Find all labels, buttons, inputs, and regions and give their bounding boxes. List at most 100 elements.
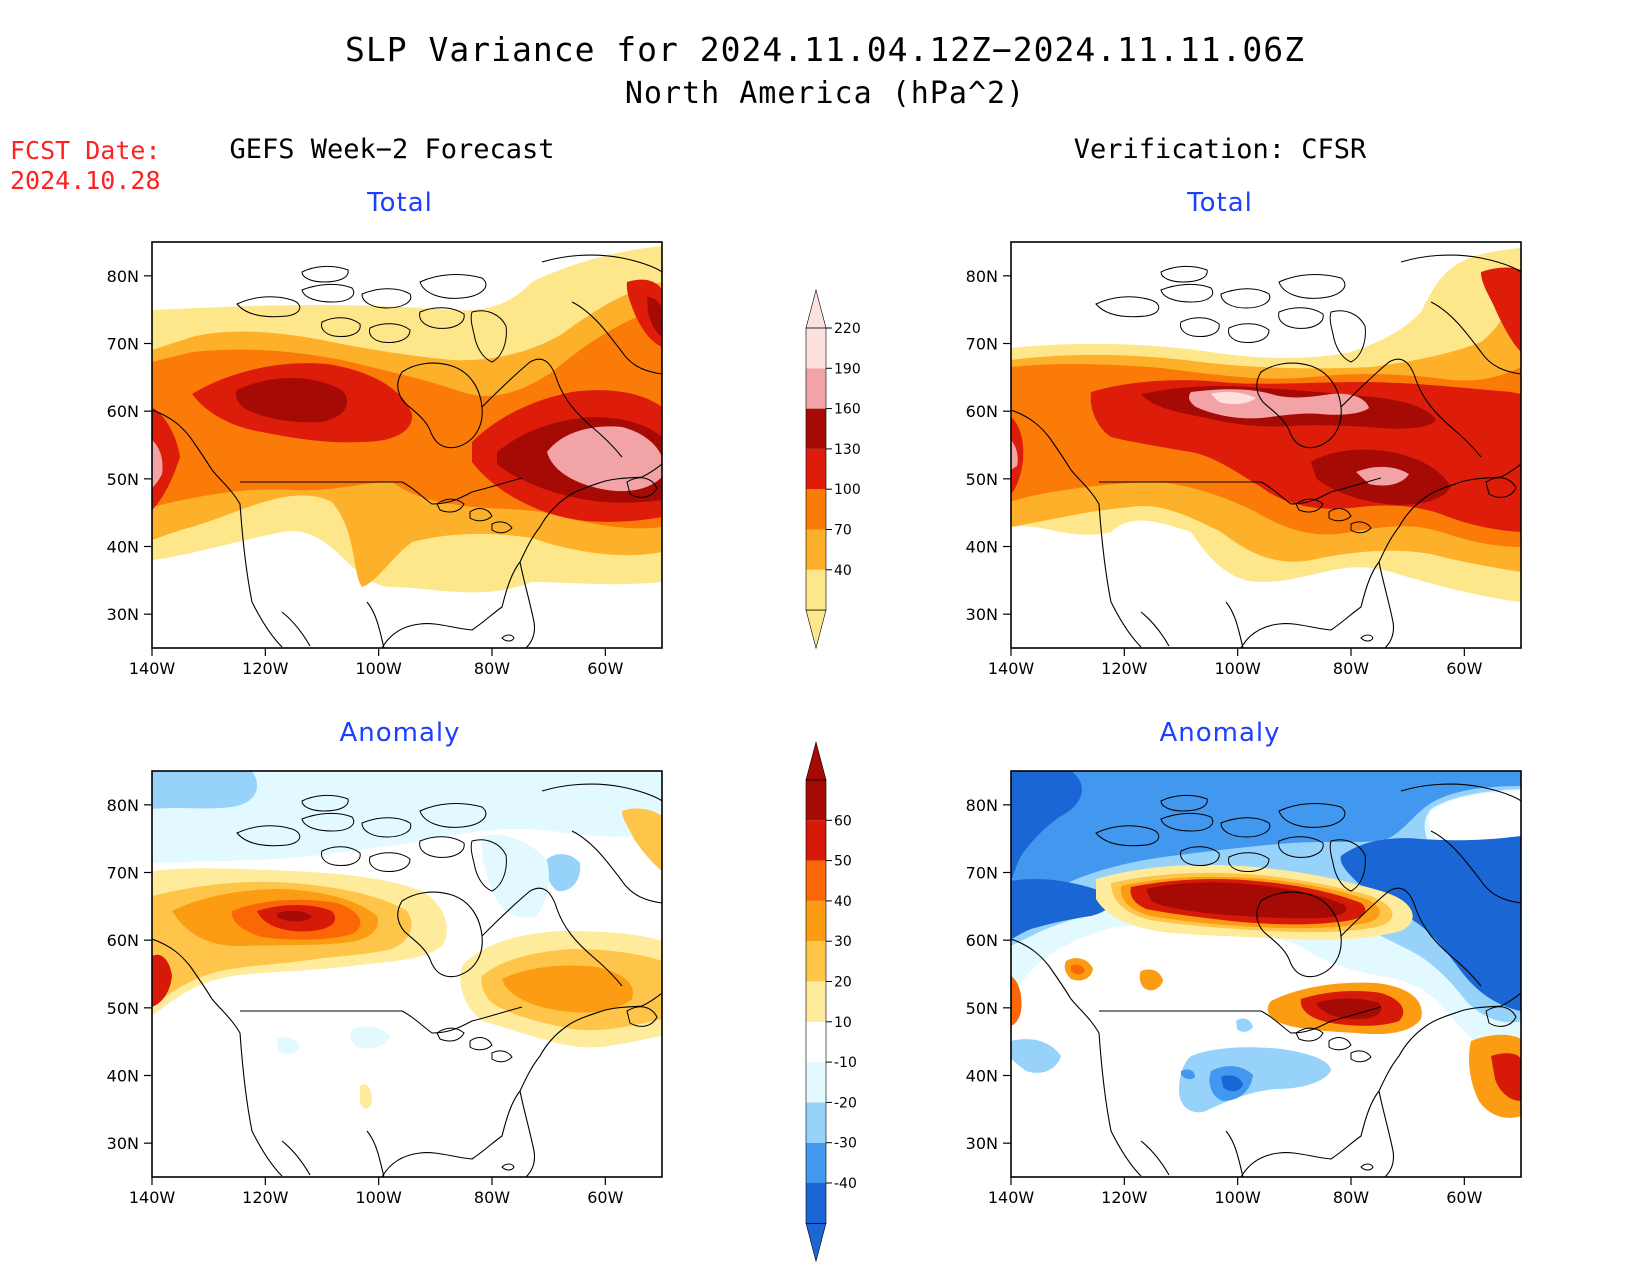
colorbar-segment — [806, 981, 826, 1022]
lon-tick-label: 80W — [1333, 659, 1369, 678]
lon-tick-label: 60W — [1446, 1188, 1482, 1207]
lat-tick-label: 60N — [966, 402, 998, 421]
colorbar-segment — [806, 448, 826, 490]
anomaly-contour-p40-pacific — [1011, 976, 1022, 1026]
colorbar-frame — [805, 779, 827, 1224]
colorbar-label: 20 — [834, 975, 852, 991]
lat-tick-label: 50N — [966, 999, 998, 1018]
panel-forecast-total: 80N 70N 60N 50N 40N 30N 140W 120W 100W 80W 60W — [107, 241, 663, 678]
colorbar-segment — [806, 1021, 826, 1063]
lat-tick-label: 70N — [966, 335, 998, 354]
lat-tick-label: 50N — [966, 470, 998, 489]
lon-tick-label: 80W — [474, 1188, 510, 1207]
colorbar-segment — [806, 529, 826, 570]
anomaly-contour-p60-lakes — [1316, 998, 1382, 1019]
colorbar-arrow-top — [805, 740, 827, 781]
colorbar-label: -10 — [834, 1055, 857, 1071]
anomaly-contour-neg40-south — [1221, 1075, 1243, 1092]
total-contour-160-west — [235, 378, 348, 423]
lat-tick-label: 40N — [107, 1067, 139, 1086]
lon-tick-label: 120W — [242, 659, 289, 678]
lat-tick-label: 40N — [107, 538, 139, 557]
colorbar-arrow-top — [805, 288, 827, 329]
colorbar-label: 100 — [834, 482, 861, 498]
verification-anomaly-axes: 80N 70N 60N 50N 40N 30N 140W 120W 100W 80W 60W — [966, 796, 1483, 1207]
forecast-total-field — [152, 242, 662, 648]
panel-title-anomaly-forecast: Anomaly — [339, 718, 461, 748]
colorbar-segment — [806, 900, 826, 942]
colorbar-label: -30 — [834, 1136, 857, 1152]
total-contour-130-greenland — [626, 279, 662, 347]
colorbar-label: -20 — [834, 1095, 857, 1111]
colorbar-arrow-bottom — [805, 609, 827, 650]
lon-tick-label: 60W — [587, 659, 623, 678]
anomaly-contour-p50-atlantic — [1491, 1053, 1521, 1101]
colorbar-segment — [806, 780, 826, 821]
lon-tick-label: 100W — [1214, 659, 1261, 678]
forecast-anomaly-field — [152, 771, 662, 1177]
lat-tick-label: 80N — [966, 267, 998, 286]
panel-forecast-anomaly: 80N 70N 60N 50N 40N 30N 140W 120W 100W 80W 60W — [107, 770, 663, 1207]
verification-anomaly-frame — [1010, 770, 1522, 1178]
colorbar-total: 40 70 100 130 160 190 220 — [805, 288, 861, 650]
lon-tick-label: 60W — [1446, 659, 1482, 678]
lon-tick-label: 80W — [474, 659, 510, 678]
colorbar-label: 70 — [834, 523, 852, 539]
lon-tick-label: 80W — [1333, 1188, 1369, 1207]
lon-tick-label: 140W — [129, 1188, 176, 1207]
column-title-verification: Verification: CFSR — [1073, 134, 1367, 165]
figure-title: SLP Variance for 2024.11.04.12Z−2024.11.… — [345, 30, 1305, 69]
anomaly-contour-neg20-west — [152, 771, 257, 809]
panel-title-anomaly-verification: Anomaly — [1159, 718, 1281, 748]
verification-total-frame — [1010, 241, 1522, 649]
lat-tick-label: 80N — [966, 796, 998, 815]
lat-tick-label: 70N — [107, 864, 139, 883]
colorbar-segment — [806, 820, 826, 861]
colorbar-segment — [806, 489, 826, 530]
colorbar-segment — [806, 1183, 826, 1224]
anomaly-contour-neg10-small — [277, 1037, 300, 1054]
total-contour-160-greenland — [647, 297, 662, 337]
anomaly-contour-p60-central — [1146, 882, 1347, 919]
verification-anomaly-field — [1011, 771, 1521, 1177]
panel-title-total-forecast: Total — [367, 188, 433, 218]
colorbar-segment — [806, 1102, 826, 1143]
colorbar-segment — [806, 368, 826, 409]
colorbar-frame — [805, 327, 827, 611]
total-contour-190-pacific — [1011, 440, 1018, 470]
total-contour-190-east — [547, 426, 662, 492]
colorbar-segment — [806, 941, 826, 982]
lat-tick-label: 70N — [107, 335, 139, 354]
panel-title-total-verification: Total — [1187, 188, 1253, 218]
anomaly-contour-p20-greenland — [622, 808, 662, 871]
colorbar-segment — [806, 569, 826, 611]
lon-tick-label: 120W — [1101, 1188, 1148, 1207]
total-contour-190-pacific — [152, 440, 163, 488]
lat-tick-label: 60N — [107, 402, 139, 421]
anomaly-contour-neg40-pacific — [1011, 879, 1112, 939]
anomaly-contour-p30-small2 — [1139, 969, 1163, 991]
colorbar-label: 160 — [834, 402, 861, 418]
colorbar-segment — [806, 408, 826, 449]
anomaly-contour-neg30 — [1011, 771, 1521, 911]
forecast-total-axes: 80N 70N 60N 50N 40N 30N 140W 120W 100W 80W 60W — [107, 267, 624, 678]
panel-verification-anomaly: 80N 70N 60N 50N 40N 30N 140W 120W 100W 80W 60W — [966, 770, 1522, 1207]
colorbar-segment — [806, 328, 826, 369]
lat-tick-label: 30N — [107, 605, 139, 624]
anomaly-contour-neg10 — [152, 771, 662, 863]
forecast-anomaly-frame — [151, 770, 663, 1178]
colorbar-label: 40 — [834, 563, 852, 579]
column-title-forecast: GEFS Week−2 Forecast — [229, 134, 555, 165]
anomaly-contour-p10-south — [360, 1084, 372, 1109]
figure-subtitle: North America (hPa^2) — [624, 76, 1026, 111]
anomaly-contour-neg20-small — [1236, 1018, 1253, 1032]
lon-tick-label: 100W — [355, 1188, 402, 1207]
colorbar-segment — [806, 860, 826, 901]
lat-tick-label: 80N — [107, 796, 139, 815]
lat-tick-label: 80N — [107, 267, 139, 286]
lat-tick-label: 30N — [966, 605, 998, 624]
lat-tick-label: 30N — [966, 1134, 998, 1153]
colorbar-label: 190 — [834, 361, 861, 377]
colorbar-label: -40 — [834, 1176, 857, 1192]
